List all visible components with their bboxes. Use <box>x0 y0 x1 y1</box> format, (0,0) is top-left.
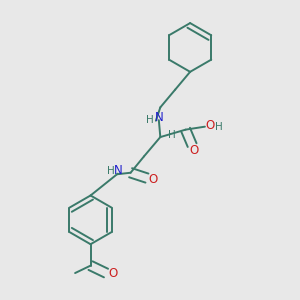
Text: H: H <box>168 130 176 140</box>
Text: O: O <box>108 267 117 280</box>
Text: O: O <box>189 144 198 157</box>
Text: H: H <box>215 122 223 132</box>
Text: H: H <box>146 115 154 125</box>
Text: O: O <box>206 119 215 132</box>
Text: N: N <box>113 164 122 177</box>
Text: N: N <box>154 111 163 124</box>
Text: H: H <box>107 166 115 176</box>
Text: O: O <box>149 173 158 186</box>
